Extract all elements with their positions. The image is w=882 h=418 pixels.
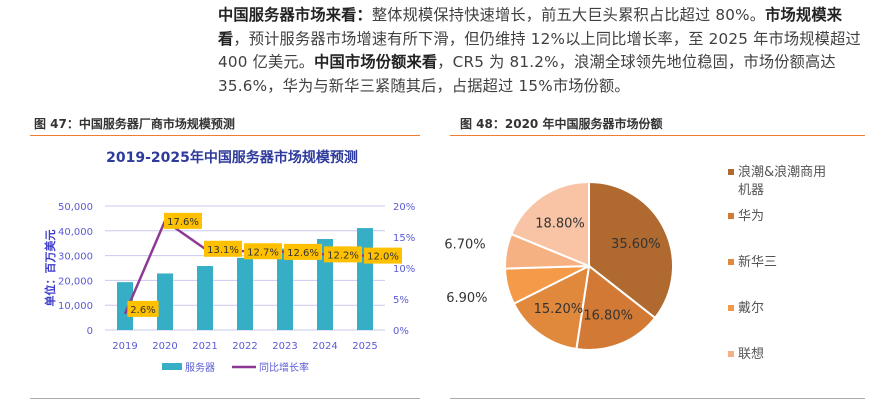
y-axis-label: 单位：百万美元 bbox=[43, 230, 57, 307]
y-tick-label: 0 bbox=[87, 326, 93, 337]
y2-tick-label: 10% bbox=[393, 264, 415, 275]
divider bbox=[450, 135, 865, 136]
bar bbox=[277, 248, 293, 330]
data-label: 17.6% bbox=[167, 217, 199, 228]
legend-label: 服务器 bbox=[185, 361, 215, 374]
legend-swatch bbox=[728, 351, 734, 357]
legend-label: 联想 bbox=[738, 346, 764, 362]
bar bbox=[117, 282, 133, 330]
figure-47-caption: 图 47：中国服务器厂商市场规模预测 bbox=[34, 117, 235, 131]
legend-swatch bbox=[162, 363, 182, 370]
summary-paragraph: 中国服务器市场来看：整体规模保持快速增长，前五大巨头累积占比超过 80%。市场规… bbox=[218, 4, 870, 98]
pie-slice bbox=[588, 180, 674, 320]
data-label: 12.0% bbox=[367, 252, 399, 263]
bar bbox=[157, 273, 173, 330]
y-tick-label: 30,000 bbox=[58, 252, 93, 263]
data-label: 12.2% bbox=[327, 250, 359, 261]
pie-label: 18.80% bbox=[535, 217, 585, 232]
legend-swatch bbox=[728, 213, 734, 219]
pie-label: 16.80% bbox=[583, 308, 633, 323]
legend-label: 浪潮&浪潮商用 bbox=[738, 165, 826, 180]
data-label-bg bbox=[324, 246, 362, 263]
bold-lead: 中国市场份额来看 bbox=[314, 53, 438, 71]
data-label: 12.6% bbox=[287, 248, 319, 259]
bold-lead: 市场规模来看 bbox=[218, 6, 843, 48]
legend-label: 新华三 bbox=[738, 254, 777, 270]
y2-tick-label: 0% bbox=[393, 326, 409, 337]
legend-label: 华为 bbox=[738, 209, 764, 224]
divider bbox=[30, 398, 420, 399]
legend-label: 同比增长率 bbox=[259, 361, 309, 374]
data-label-bg bbox=[364, 247, 402, 264]
y2-tick-label: 20% bbox=[393, 202, 415, 213]
legend-label: 机器 bbox=[738, 183, 764, 198]
data-label: 12.7% bbox=[247, 247, 279, 258]
x-tick-label: 2024 bbox=[312, 341, 337, 352]
pie-label: 6.70% bbox=[444, 238, 485, 253]
legend-swatch bbox=[728, 305, 734, 311]
y-tick-label: 50,000 bbox=[58, 202, 93, 213]
data-label: 2.6% bbox=[130, 305, 155, 316]
legend-label: 戴尔 bbox=[738, 301, 764, 316]
pie-slice bbox=[509, 180, 590, 268]
divider bbox=[30, 135, 420, 136]
text: 整体规模保持快速增长，前五大巨头累积占比超过 80%。 bbox=[371, 6, 766, 24]
bar bbox=[197, 266, 213, 330]
x-tick-label: 2025 bbox=[352, 341, 377, 352]
bold-lead: 中国服务器市场来看： bbox=[218, 6, 372, 24]
x-tick-label: 2023 bbox=[272, 341, 297, 352]
y-tick-label: 40,000 bbox=[58, 227, 93, 238]
legend-swatch bbox=[728, 169, 734, 175]
pie-label: 35.60% bbox=[611, 237, 661, 252]
data-label-bg bbox=[204, 240, 242, 257]
text: ，CR5 为 81.2%，浪潮全球领先地位稳固，市场份额高达 35.6%，华为与… bbox=[218, 53, 836, 95]
text: ，预计服务器市场增速有所下滑，但仍维持 12%以上同比增长率，至 2025 年市… bbox=[218, 29, 861, 72]
chart-title: 2019-2025年中国服务器市场规模预测 bbox=[106, 149, 358, 166]
data-label-bg bbox=[284, 243, 322, 260]
pie-label: 6.90% bbox=[446, 291, 487, 306]
bar bbox=[237, 257, 253, 330]
data-label-bg bbox=[127, 300, 159, 317]
divider bbox=[450, 398, 865, 399]
x-tick-label: 2019 bbox=[112, 341, 137, 352]
y-tick-label: 10,000 bbox=[58, 301, 93, 312]
x-tick-label: 2020 bbox=[152, 341, 177, 352]
y2-tick-label: 15% bbox=[393, 233, 415, 244]
y2-tick-label: 5% bbox=[393, 295, 409, 306]
data-label-bg bbox=[244, 243, 282, 260]
pie-slice bbox=[512, 264, 591, 351]
y-tick-label: 20,000 bbox=[58, 276, 93, 287]
x-tick-label: 2022 bbox=[232, 341, 257, 352]
pie-slice bbox=[575, 264, 657, 351]
data-label: 13.1% bbox=[207, 245, 239, 256]
x-tick-label: 2021 bbox=[192, 341, 217, 352]
bar bbox=[357, 228, 373, 330]
data-label-bg bbox=[164, 212, 202, 229]
legend-swatch bbox=[728, 259, 734, 265]
pie-label: 15.20% bbox=[534, 302, 584, 317]
figure-48-caption: 图 48：2020 年中国服务器市场份额 bbox=[460, 117, 663, 131]
